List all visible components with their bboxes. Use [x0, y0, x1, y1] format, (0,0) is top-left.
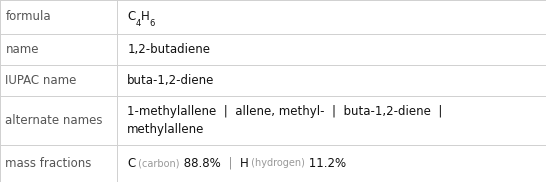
Text: 4: 4: [135, 19, 141, 28]
Text: 1,2-butadiene: 1,2-butadiene: [127, 43, 210, 56]
Text: |: |: [221, 157, 240, 170]
Text: C: C: [127, 11, 135, 23]
Text: alternate names: alternate names: [5, 114, 103, 127]
Text: IUPAC name: IUPAC name: [5, 74, 77, 87]
Text: mass fractions: mass fractions: [5, 157, 92, 170]
Text: 1-methylallene  |  allene, methyl-  |  buta-1,2-diene  |
methylallene: 1-methylallene | allene, methyl- | buta-…: [127, 105, 443, 136]
Text: 88.8%: 88.8%: [180, 157, 221, 170]
Text: (carbon): (carbon): [135, 159, 180, 169]
Text: H: H: [240, 157, 248, 170]
Text: buta-1,2-diene: buta-1,2-diene: [127, 74, 215, 87]
Text: name: name: [5, 43, 39, 56]
Text: C: C: [127, 157, 135, 170]
Text: H: H: [141, 11, 150, 23]
Text: 11.2%: 11.2%: [305, 157, 347, 170]
Text: formula: formula: [5, 11, 51, 23]
Text: 6: 6: [150, 19, 155, 28]
Text: (hydrogen): (hydrogen): [248, 159, 305, 169]
